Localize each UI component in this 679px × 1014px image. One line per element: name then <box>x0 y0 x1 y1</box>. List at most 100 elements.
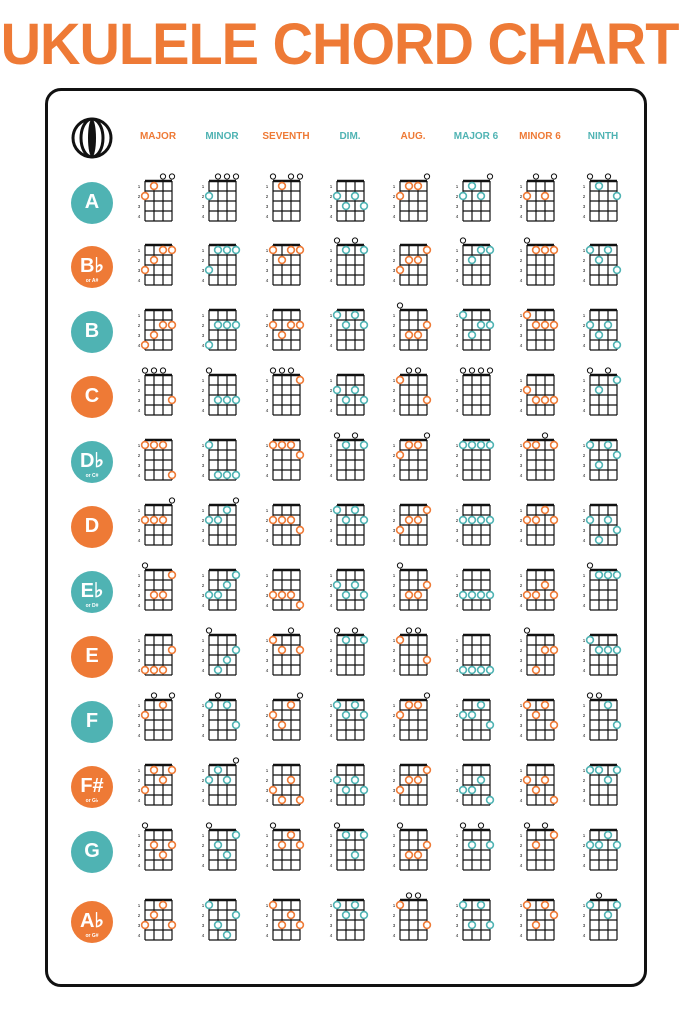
finger-dot <box>603 245 612 255</box>
fret-number: 4 <box>265 473 268 478</box>
finger-dot <box>612 265 621 275</box>
fret-number: 3 <box>201 204 204 209</box>
chord-diagram: 1 2 3 4 <box>392 627 431 676</box>
open-string-marker <box>205 822 212 829</box>
finger-dot <box>222 655 231 665</box>
fret-number: 3 <box>329 268 332 273</box>
fret-number: 2 <box>455 323 458 328</box>
chord-diagram: 1 2 3 4 <box>329 568 368 611</box>
finger-dot <box>149 330 158 340</box>
fret-number: 4 <box>455 408 458 413</box>
root-note-badge: A <box>71 182 113 224</box>
finger-dot <box>213 320 222 330</box>
finger-dot <box>413 700 422 710</box>
fret-number: 3 <box>582 398 585 403</box>
fret-number: 1 <box>329 313 332 318</box>
fret-number: 1 <box>265 768 268 773</box>
fret-number: 2 <box>137 194 140 199</box>
fret-number: 4 <box>582 473 585 478</box>
fret-number: 4 <box>455 668 458 673</box>
finger-dot <box>359 785 368 795</box>
fret-number: 1 <box>582 508 585 513</box>
fret-number: 3 <box>329 723 332 728</box>
finger-dot <box>231 245 240 255</box>
chord-diagram: 1 2 3 4 <box>201 497 239 546</box>
fret-number: 2 <box>519 913 522 918</box>
fret-number: 3 <box>137 658 140 663</box>
finger-dot <box>204 340 213 350</box>
fret-number: 4 <box>329 863 332 868</box>
finger-dot <box>350 385 359 395</box>
fret-number: 3 <box>137 463 140 468</box>
finger-dot <box>404 700 413 710</box>
finger-dot <box>485 440 494 450</box>
chord-diagram: 1 2 3 4 <box>455 633 494 676</box>
root-note-label: D <box>84 515 100 537</box>
finger-dot <box>149 255 158 265</box>
fret-number: 4 <box>519 933 522 938</box>
finger-dot <box>395 265 404 275</box>
fret-number: 1 <box>201 378 204 383</box>
fret-number: 4 <box>201 798 204 803</box>
fret-number: 1 <box>201 184 204 189</box>
finger-dot <box>467 920 476 930</box>
chord-diagram: 1 2 3 4 <box>265 692 303 741</box>
chord-diagram: 1 2 3 4 <box>329 308 368 351</box>
fret-number: 2 <box>201 194 204 199</box>
root-note-label: C <box>84 385 100 407</box>
fret-number: 3 <box>519 268 522 273</box>
finger-dot <box>612 765 621 775</box>
fret-number: 1 <box>392 703 395 708</box>
root-note-label: E♭ <box>80 580 104 602</box>
fret-number: 4 <box>137 933 140 938</box>
chord-diagram: 1 2 3 4 <box>329 822 368 871</box>
finger-dot <box>149 181 158 191</box>
open-string-marker <box>232 173 239 180</box>
chord-diagram: 1 2 3 4 <box>582 633 621 676</box>
fret-number: 2 <box>455 194 458 199</box>
fret-number: 4 <box>392 733 395 738</box>
finger-dot <box>476 245 485 255</box>
fret-number: 3 <box>265 528 268 533</box>
fret-number: 4 <box>519 473 522 478</box>
fret-number: 3 <box>137 788 140 793</box>
finger-dot <box>222 775 231 785</box>
fret-number: 1 <box>582 184 585 189</box>
finger-dot <box>359 440 368 450</box>
finger-dot <box>612 840 621 850</box>
fret-number: 4 <box>455 863 458 868</box>
chord-diagram: 1 2 3 4 <box>455 367 493 416</box>
finger-dot <box>204 191 213 201</box>
chord-diagram: 1 2 3 4 <box>137 243 176 286</box>
finger-dot <box>594 765 603 775</box>
fret-number: 2 <box>329 388 332 393</box>
fret-number: 4 <box>455 798 458 803</box>
open-string-marker <box>296 692 303 699</box>
open-string-marker <box>405 627 412 634</box>
finger-dot <box>158 700 167 710</box>
finger-dot <box>531 920 540 930</box>
finger-dot <box>603 440 612 450</box>
fret-number: 3 <box>519 788 522 793</box>
finger-dot <box>594 570 603 580</box>
chord-diagram: 1 2 3 4 <box>329 503 368 546</box>
fret-number: 1 <box>201 248 204 253</box>
finger-dot <box>231 320 240 330</box>
chord-diagram: 1 2 3 4 <box>201 627 240 676</box>
finger-dot <box>549 645 558 655</box>
finger-dot <box>531 840 540 850</box>
fret-number: 3 <box>519 463 522 468</box>
chord-diagram: 1 2 3 4 <box>455 438 494 481</box>
finger-dot <box>341 590 350 600</box>
root-note-label: F <box>85 710 99 732</box>
fret-number: 1 <box>392 768 395 773</box>
finger-dot <box>540 395 549 405</box>
fret-number: 2 <box>329 713 332 718</box>
finger-dot <box>395 375 404 385</box>
fret-number: 3 <box>392 853 395 858</box>
fret-number: 2 <box>519 713 522 718</box>
fret-number: 3 <box>582 658 585 663</box>
fret-number: 1 <box>392 638 395 643</box>
chord-diagram: 1 2 3 4 <box>265 568 304 611</box>
finger-dot <box>359 830 368 840</box>
